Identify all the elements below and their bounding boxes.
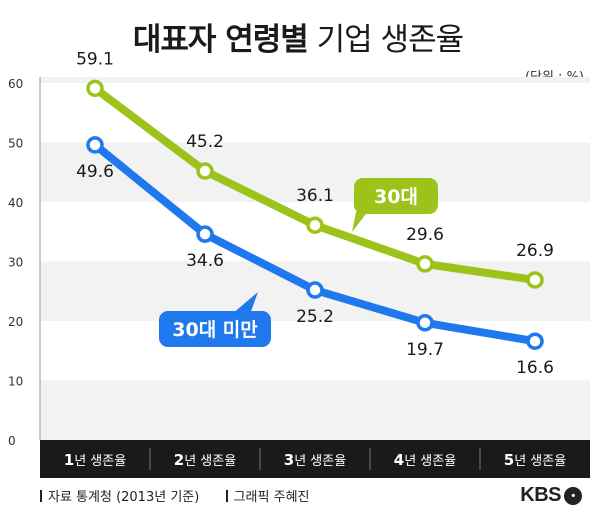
data-point — [86, 136, 104, 154]
data-label: 45.2 — [186, 132, 224, 152]
data-label: 49.6 — [76, 162, 114, 182]
data-point — [196, 162, 214, 180]
data-label: 34.6 — [186, 251, 224, 271]
footer-source: 자료 통계청 (2013년 기준) — [48, 490, 200, 505]
data-label: 36.1 — [296, 186, 334, 206]
legend-under-30s-label: 30대 미만 — [172, 319, 258, 341]
y-tick-label: 10 — [8, 375, 23, 389]
data-point — [526, 271, 544, 289]
chart-title-light: 기업 생존율 — [316, 22, 464, 58]
data-label: 25.2 — [296, 307, 334, 327]
kbs-logo-text: KBS — [520, 484, 561, 506]
legend-under-30s-tail — [232, 292, 258, 314]
footer-divider — [225, 490, 228, 502]
x-tick-label: 5년 생존율 — [504, 451, 566, 469]
data-point — [196, 225, 214, 243]
grid-band — [40, 77, 590, 83]
y-tick-label: 40 — [8, 196, 23, 210]
data-point — [306, 281, 324, 299]
footer-graphic: 그래픽 주혜진 — [233, 490, 310, 505]
data-point — [526, 332, 544, 350]
legend-30s-bubble — [354, 178, 438, 214]
data-label: 59.1 — [76, 49, 114, 69]
data-label: 29.6 — [406, 225, 444, 245]
legend-under-30s-bubble — [159, 311, 271, 347]
data-label: 19.7 — [406, 340, 444, 360]
x-axis-band — [40, 440, 590, 478]
data-label: 16.6 — [516, 358, 554, 378]
x-tick-label: 3년 생존율 — [284, 451, 346, 469]
data-point — [416, 314, 434, 332]
legend-30s-label: 30대 — [374, 186, 418, 208]
footer: 자료 통계청 (2013년 기준) 그래픽 주혜진 — [40, 486, 310, 505]
chart-title: 대표자 연령별 기업 생존율 — [0, 14, 596, 59]
y-tick-label: 50 — [8, 137, 23, 151]
y-tick-label: 20 — [8, 315, 23, 329]
data-label: 26.9 — [516, 241, 554, 261]
data-point — [306, 216, 324, 234]
kbs-logo-mark-icon: • — [564, 487, 582, 505]
x-tick-label: 1년 생존율 — [64, 451, 126, 469]
y-tick-label: 0 — [8, 434, 16, 448]
kbs-logo: KBS • — [520, 484, 582, 507]
data-point — [416, 255, 434, 273]
x-tick-label: 2년 생존율 — [174, 451, 236, 469]
footer-divider — [40, 490, 42, 502]
x-tick-label: 4년 생존율 — [394, 451, 456, 469]
data-point — [86, 79, 104, 98]
y-tick-label: 30 — [8, 256, 23, 270]
grid-band — [40, 380, 590, 440]
y-tick-label: 60 — [8, 77, 23, 91]
chart-title-bold: 대표자 연령별 — [132, 22, 309, 58]
